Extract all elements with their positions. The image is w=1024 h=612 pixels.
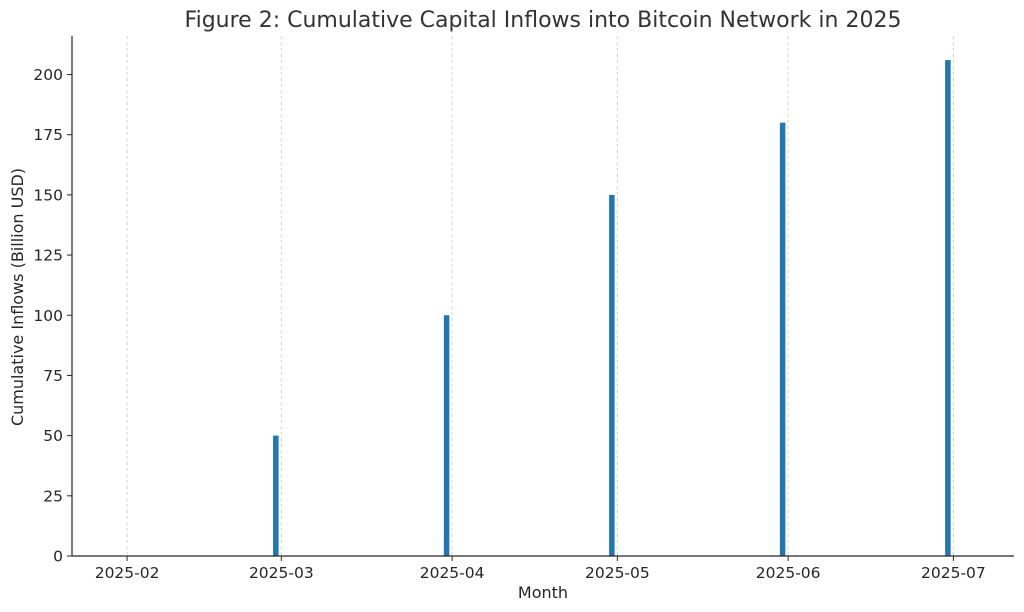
y-tick-label: 100 [33, 307, 63, 325]
y-ticks: 0 25 50 75 100 125 150 175 200 [33, 66, 72, 566]
x-axis-label: Month [518, 583, 568, 602]
y-tick-label: 150 [33, 186, 63, 204]
grid-layer [126, 36, 954, 556]
bars-layer [273, 60, 951, 557]
chart-title: Figure 2: Cumulative Capital Inflows int… [185, 8, 902, 33]
x-tick-label: 2025-07 [921, 564, 986, 582]
x-tick-label: 2025-06 [756, 564, 821, 582]
x-ticks: 2025-02 2025-03 2025-04 2025-05 2025-06 2025-… [95, 556, 986, 582]
x-tick-label: 2025-04 [420, 564, 485, 582]
x-tick-label: 2025-05 [585, 564, 650, 582]
x-tick-label: 2025-03 [249, 564, 314, 582]
y-tick-label: 125 [33, 247, 63, 265]
y-tick-label: 75 [43, 367, 63, 385]
y-axis-label: Cumulative Inflows (Billion USD) [8, 168, 27, 426]
bar-2025-03-31 [443, 315, 450, 556]
y-tick-label: 175 [33, 126, 63, 144]
bar-2025-05-31 [779, 122, 786, 557]
y-tick-label: 200 [33, 66, 63, 84]
x-tick-label: 2025-02 [95, 564, 160, 582]
bar-2025-04-30 [609, 194, 615, 556]
y-tick-label: 25 [43, 487, 63, 505]
bar-2025-06-30 [945, 60, 951, 557]
y-tick-label: 50 [43, 427, 63, 445]
y-tick-label: 0 [53, 548, 63, 566]
bar-2025-02-28 [273, 435, 279, 556]
